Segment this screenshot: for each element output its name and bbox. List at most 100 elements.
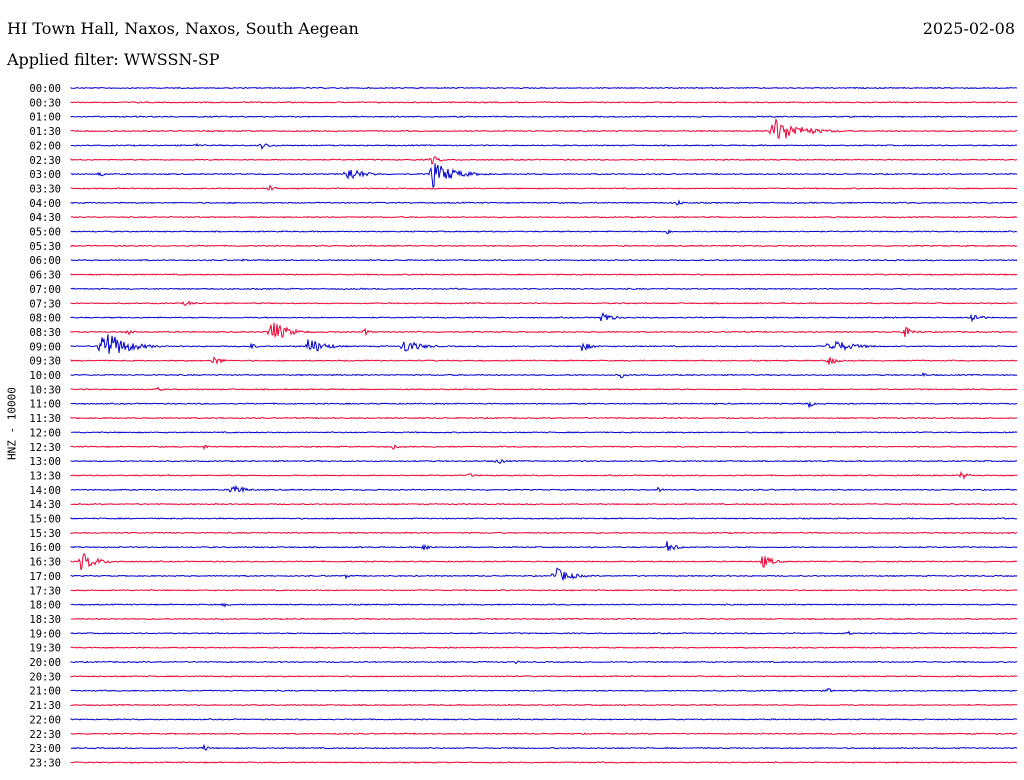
- trace-line: [70, 115, 1018, 118]
- time-tick-label: 11:30: [29, 413, 61, 425]
- trace-line: [70, 717, 1017, 721]
- time-tick-label: 19:00: [29, 628, 61, 640]
- time-tick-label: 01:30: [29, 126, 61, 138]
- time-tick-label: 22:30: [29, 729, 61, 741]
- trace-line: [70, 602, 1018, 608]
- time-tick-label: 21:30: [29, 700, 61, 712]
- trace-line: [70, 199, 1018, 206]
- time-tick-label: 16:30: [29, 557, 61, 569]
- trace-line: [70, 732, 1018, 736]
- time-tick-label: 00:00: [29, 83, 61, 95]
- trace-line: [70, 163, 1018, 188]
- trace-line: [70, 588, 1018, 592]
- time-tick-label: 15:00: [29, 514, 61, 526]
- trace-line: [70, 312, 1018, 323]
- trace-line: [70, 386, 1018, 391]
- trace-line: [70, 272, 1018, 276]
- time-tick-label: 01:00: [29, 112, 61, 124]
- time-tick-label: 19:30: [29, 643, 61, 655]
- trace-line: [70, 703, 1018, 707]
- time-tick-label: 04:30: [29, 212, 61, 224]
- trace-line: [70, 503, 1018, 506]
- time-tick-label: 07:00: [29, 284, 61, 296]
- time-tick-label: 08:30: [29, 327, 61, 339]
- time-tick-label: 02:00: [29, 140, 61, 152]
- trace-line: [70, 228, 1018, 235]
- trace-line: [70, 142, 1018, 150]
- time-tick-label: 23:30: [29, 757, 61, 769]
- trace-line: [70, 258, 1018, 262]
- trace-line: [70, 371, 1018, 379]
- trace-line: [70, 155, 1018, 166]
- time-tick-label: 22:00: [29, 714, 61, 726]
- time-tick-label: 13:30: [29, 470, 61, 482]
- trace-line: [70, 646, 1018, 649]
- filter-label: Applied filter: WWSSN-SP: [7, 50, 220, 69]
- trace-line: [70, 531, 1018, 535]
- trace-line: [70, 431, 1018, 434]
- time-tick-label: 10:00: [29, 370, 61, 382]
- time-tick-label: 17:00: [29, 571, 61, 583]
- trace-line: [70, 660, 1018, 665]
- time-tick-label: 21:00: [29, 686, 61, 698]
- time-tick-label: 12:30: [29, 442, 61, 454]
- trace-line: [70, 322, 1018, 339]
- time-tick-label: 03:00: [29, 169, 61, 181]
- trace-line: [70, 244, 1018, 248]
- time-tick-label: 15:30: [29, 528, 61, 540]
- time-tick-label: 10:30: [29, 384, 61, 396]
- trace-line: [70, 117, 1017, 140]
- time-tick-label: 09:00: [29, 341, 61, 353]
- trace-line: [70, 416, 1018, 420]
- trace-line: [70, 444, 1017, 451]
- trace-line: [70, 567, 1018, 581]
- trace-line: [70, 470, 1018, 481]
- time-tick-label: 14:00: [29, 485, 61, 497]
- time-tick-label: 09:30: [29, 356, 61, 368]
- trace-line: [70, 356, 1018, 366]
- time-tick-label: 18:00: [29, 600, 61, 612]
- trace-line: [70, 458, 1018, 465]
- time-tick-label: 20:30: [29, 671, 61, 683]
- time-tick-label: 00:30: [29, 97, 61, 109]
- trace-line: [70, 86, 1018, 90]
- trace-line: [70, 761, 1018, 764]
- time-tick-label: 23:00: [29, 743, 61, 755]
- trace-line: [70, 215, 1018, 219]
- time-tick-label: 06:00: [29, 255, 61, 267]
- trace-line: [70, 743, 1018, 751]
- trace-line: [70, 300, 1018, 307]
- time-tick-label: 14:30: [29, 499, 61, 511]
- time-tick-label: 18:30: [29, 614, 61, 626]
- time-tick-label: 06:30: [29, 270, 61, 282]
- trace-line: [70, 401, 1018, 409]
- station-title: HI Town Hall, Naxos, Naxos, South Aegean: [7, 19, 359, 38]
- trace-line: [70, 541, 1018, 552]
- trace-line: [70, 630, 1018, 636]
- trace-line: [70, 675, 1018, 678]
- time-tick-label: 16:00: [29, 542, 61, 554]
- trace-line: [70, 287, 1018, 291]
- time-tick-label: 05:00: [29, 227, 61, 239]
- time-tick-label: 03:30: [29, 183, 61, 195]
- time-tick-label: 13:00: [29, 456, 61, 468]
- time-tick-label: 02:30: [29, 155, 61, 167]
- trace-line: [70, 552, 1018, 571]
- time-tick-label: 17:30: [29, 585, 61, 597]
- time-tick-label: 20:00: [29, 657, 61, 669]
- time-tick-label: 05:30: [29, 241, 61, 253]
- trace-line: [70, 101, 1018, 104]
- trace-line: [70, 334, 1018, 354]
- trace-line: [70, 184, 1018, 191]
- trace-line: [70, 517, 1018, 520]
- time-tick-label: 12:00: [29, 427, 61, 439]
- record-date: 2025-02-08: [922, 19, 1015, 38]
- time-tick-label: 11:00: [29, 399, 61, 411]
- time-tick-label: 08:00: [29, 313, 61, 325]
- trace-line: [70, 617, 1018, 621]
- trace-line: [70, 687, 1018, 693]
- time-tick-label: 07:30: [29, 298, 61, 310]
- time-tick-label: 04:00: [29, 198, 61, 210]
- trace-line: [70, 484, 1018, 494]
